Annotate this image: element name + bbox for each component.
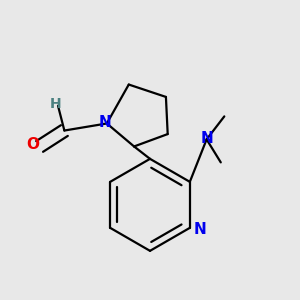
Text: N: N xyxy=(99,115,111,130)
Text: N: N xyxy=(194,222,206,237)
Text: N: N xyxy=(201,131,214,146)
Text: O: O xyxy=(27,137,40,152)
Text: H: H xyxy=(50,97,61,111)
